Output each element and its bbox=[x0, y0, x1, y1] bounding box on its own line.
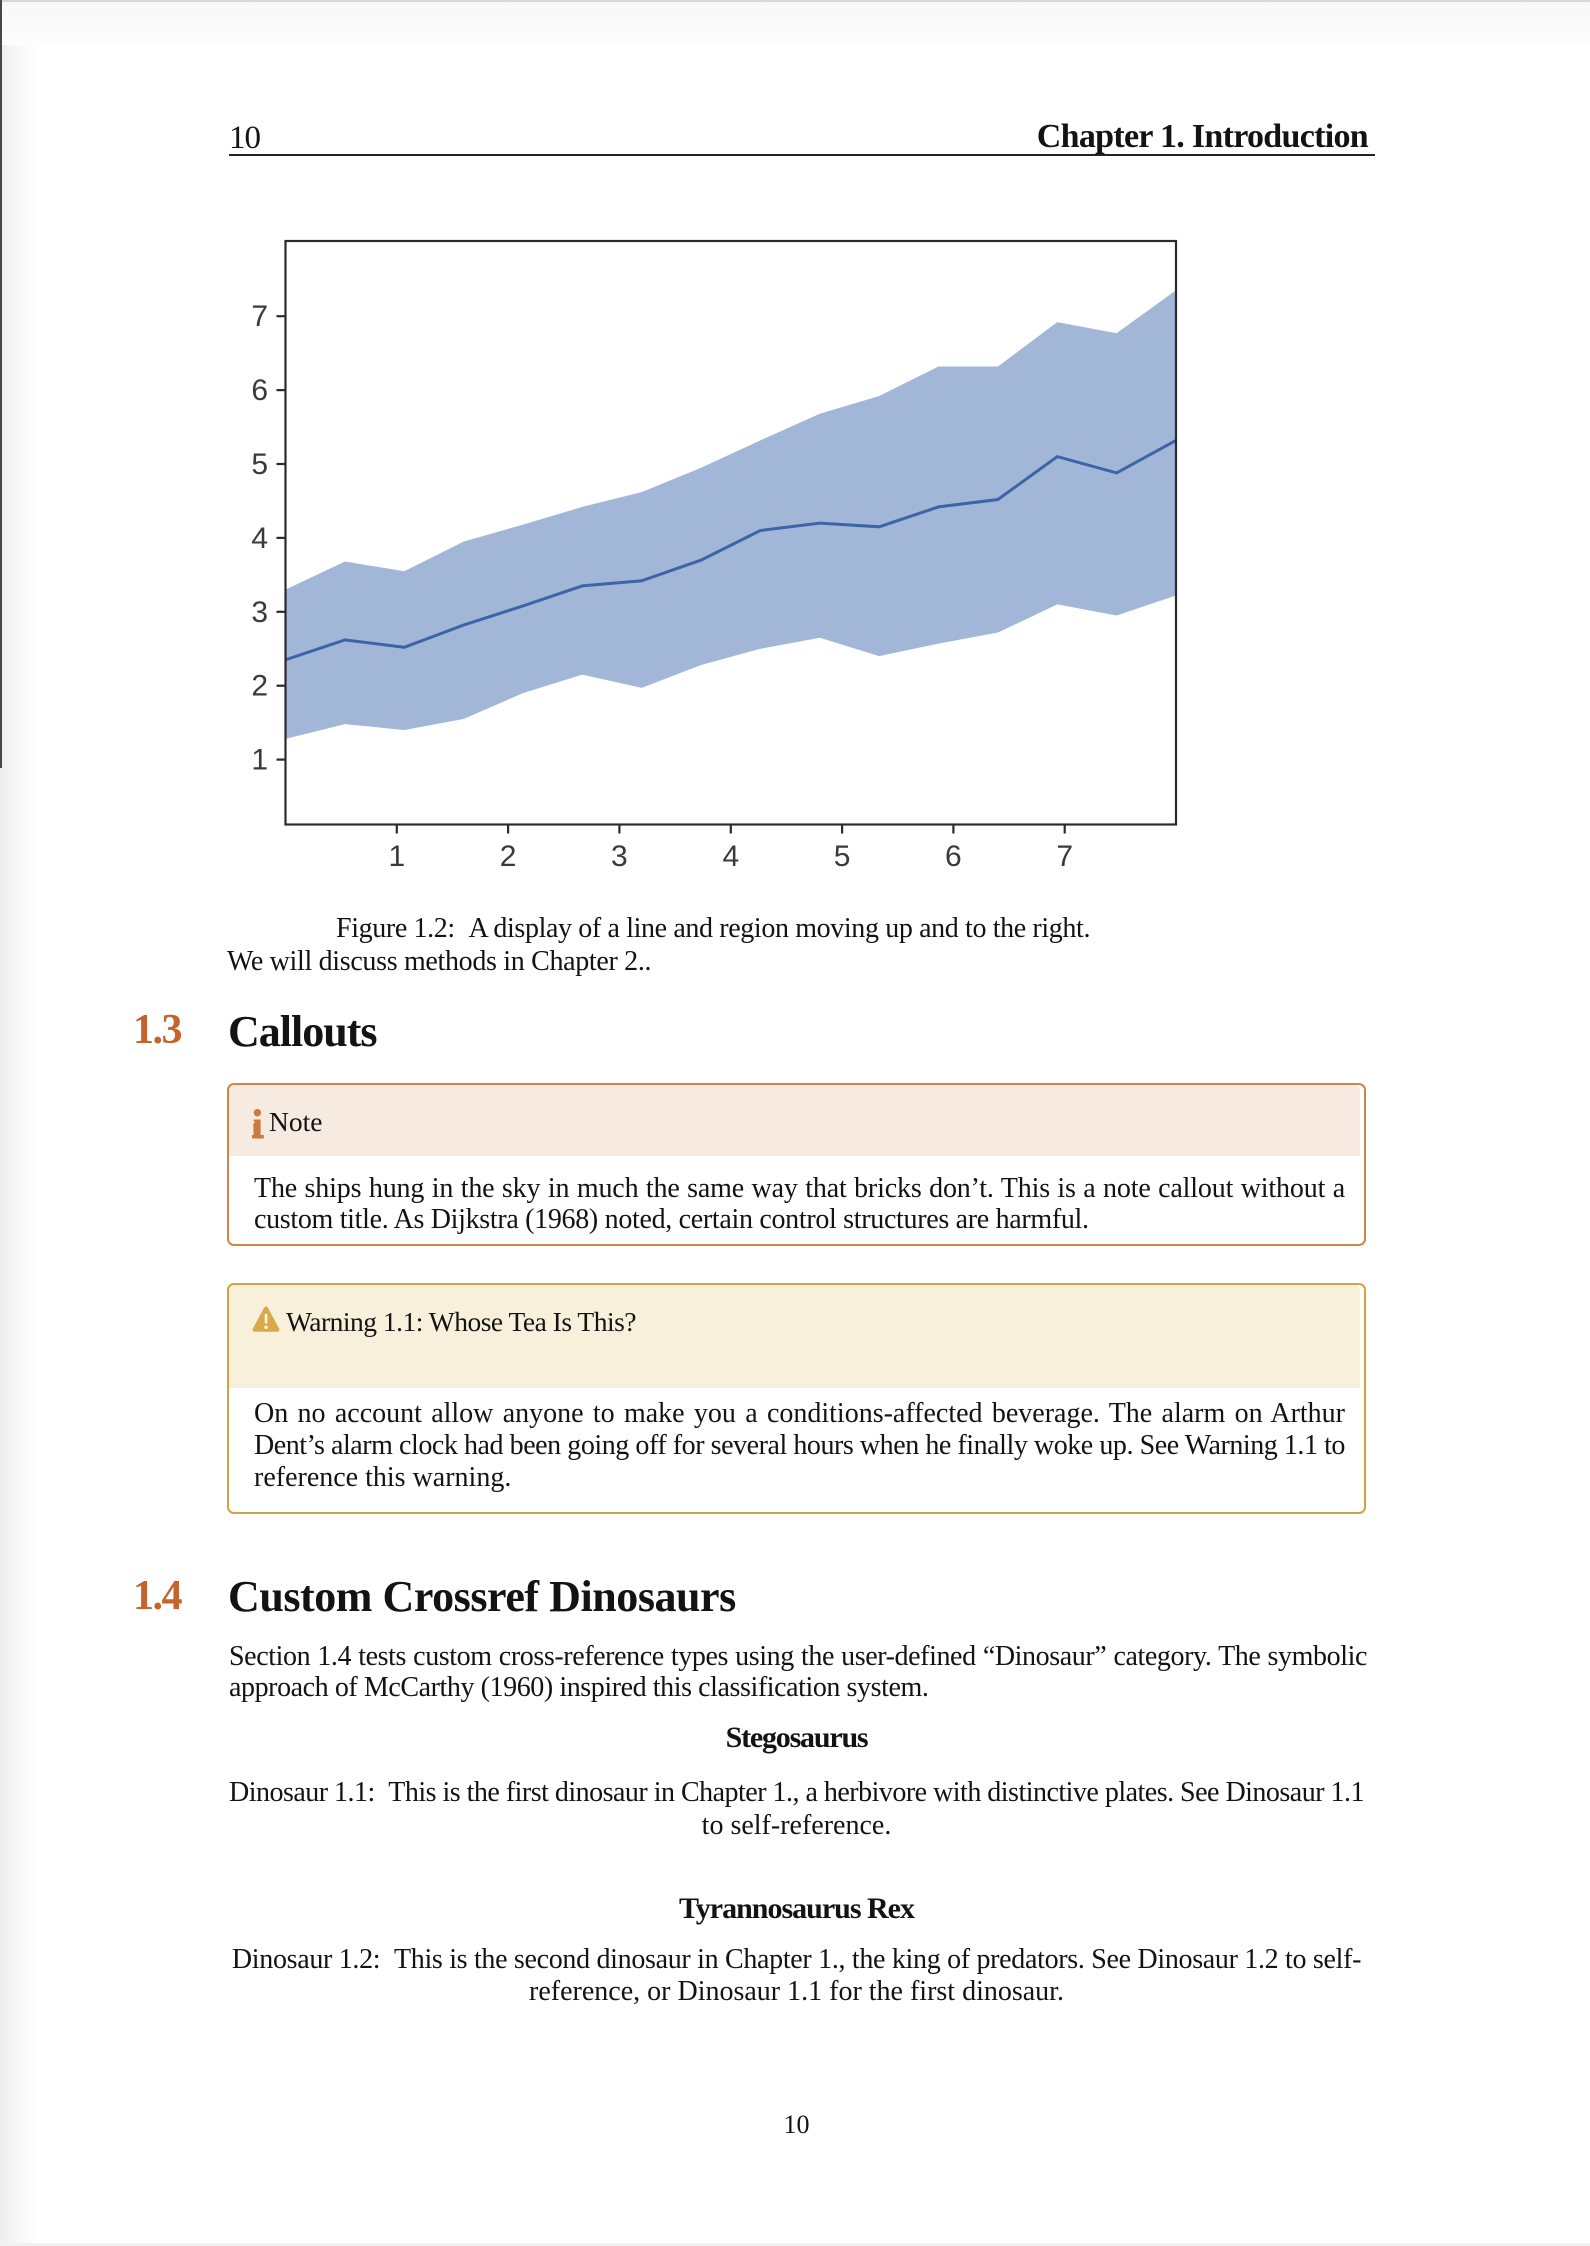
svg-text:2: 2 bbox=[500, 840, 517, 873]
svg-text:6: 6 bbox=[945, 840, 962, 873]
svg-text:3: 3 bbox=[611, 840, 628, 873]
svg-text:6: 6 bbox=[251, 374, 268, 407]
svg-text:1: 1 bbox=[388, 840, 405, 873]
svg-text:1: 1 bbox=[251, 744, 268, 777]
svg-text:7: 7 bbox=[251, 300, 268, 333]
svg-text:4: 4 bbox=[722, 840, 739, 873]
svg-text:3: 3 bbox=[251, 596, 268, 629]
svg-text:5: 5 bbox=[251, 448, 268, 481]
svg-text:2: 2 bbox=[251, 670, 268, 703]
svg-text:5: 5 bbox=[834, 840, 851, 873]
svg-text:7: 7 bbox=[1056, 840, 1073, 873]
svg-text:4: 4 bbox=[251, 522, 268, 555]
